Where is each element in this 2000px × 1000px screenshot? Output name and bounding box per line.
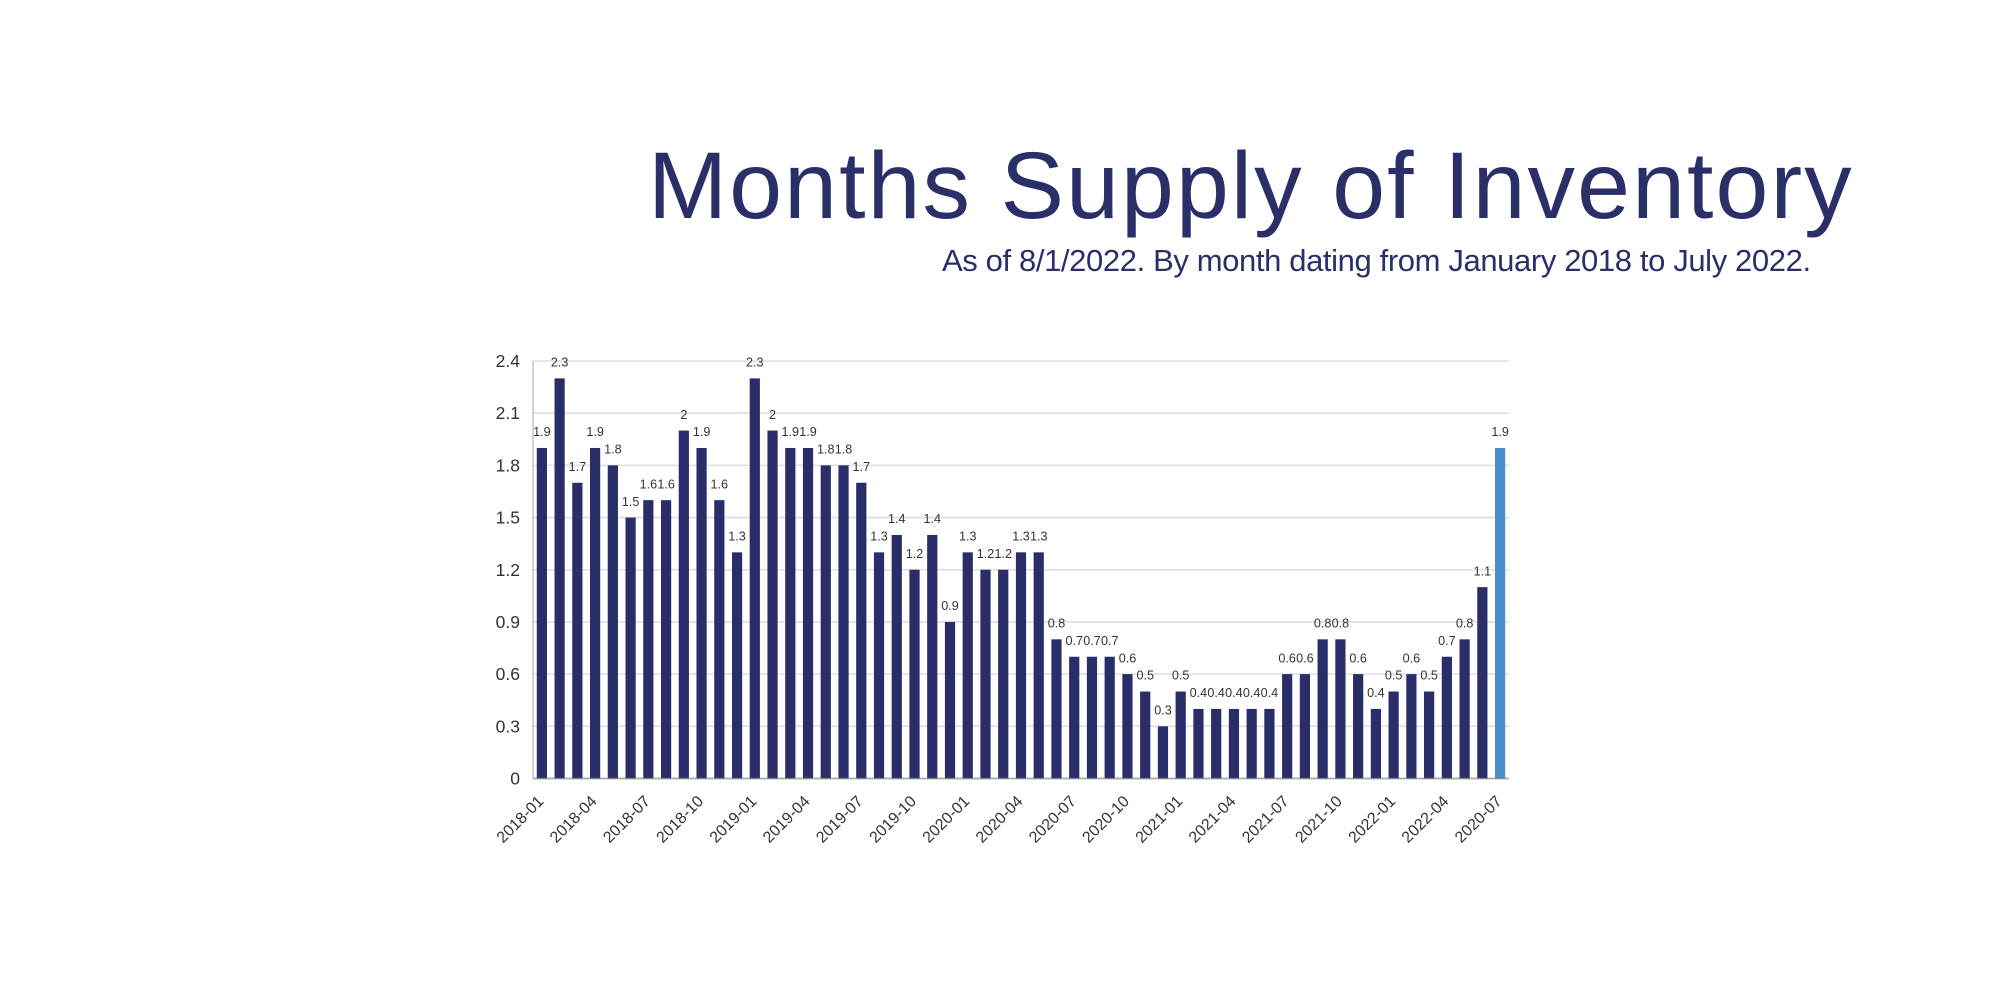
svg-text:0.8: 0.8 xyxy=(1314,617,1332,631)
svg-text:2020-07: 2020-07 xyxy=(1452,793,1506,847)
svg-text:1.3: 1.3 xyxy=(959,530,977,544)
svg-text:1.3: 1.3 xyxy=(870,530,888,544)
svg-text:2020-10: 2020-10 xyxy=(1079,793,1133,847)
svg-text:2021-10: 2021-10 xyxy=(1292,793,1346,847)
svg-text:0.4: 0.4 xyxy=(1243,686,1261,700)
svg-text:2021-01: 2021-01 xyxy=(1133,793,1187,847)
svg-text:1.4: 1.4 xyxy=(924,512,942,526)
svg-text:0.7: 0.7 xyxy=(1083,634,1101,648)
svg-text:2018-01: 2018-01 xyxy=(494,793,548,847)
svg-text:2.3: 2.3 xyxy=(551,356,569,370)
svg-text:0.8: 0.8 xyxy=(1332,617,1350,631)
svg-text:2019-10: 2019-10 xyxy=(867,793,921,847)
svg-text:0.6: 0.6 xyxy=(1296,651,1314,665)
svg-text:0.4: 0.4 xyxy=(1261,686,1279,700)
svg-text:1.3: 1.3 xyxy=(1012,530,1030,544)
svg-text:1.1: 1.1 xyxy=(1474,564,1492,578)
svg-text:2021-04: 2021-04 xyxy=(1186,793,1240,847)
svg-text:1.2: 1.2 xyxy=(906,547,924,561)
svg-text:1.2: 1.2 xyxy=(977,547,995,561)
svg-text:0.6: 0.6 xyxy=(496,664,520,684)
svg-text:1.8: 1.8 xyxy=(604,443,622,457)
svg-text:0.5: 0.5 xyxy=(1420,669,1438,683)
svg-text:2018-07: 2018-07 xyxy=(600,793,654,847)
svg-text:1.5: 1.5 xyxy=(622,495,640,509)
svg-text:0.5: 0.5 xyxy=(1385,669,1403,683)
svg-text:0.5: 0.5 xyxy=(1172,669,1190,683)
svg-text:1.9: 1.9 xyxy=(1491,425,1509,439)
svg-text:2: 2 xyxy=(680,408,687,422)
svg-text:0.4: 0.4 xyxy=(1367,686,1385,700)
svg-text:0.3: 0.3 xyxy=(1154,704,1172,718)
svg-text:2.4: 2.4 xyxy=(496,351,521,371)
svg-text:2019-07: 2019-07 xyxy=(813,793,867,847)
svg-text:1.7: 1.7 xyxy=(569,460,587,474)
svg-text:0.4: 0.4 xyxy=(1225,686,1243,700)
svg-text:2.1: 2.1 xyxy=(496,403,520,423)
svg-text:2020-04: 2020-04 xyxy=(973,793,1027,847)
svg-text:2021-07: 2021-07 xyxy=(1239,793,1293,847)
svg-text:0.7: 0.7 xyxy=(1101,634,1119,648)
svg-text:0.9: 0.9 xyxy=(496,612,520,632)
svg-text:1.8: 1.8 xyxy=(817,443,835,457)
svg-text:2019-01: 2019-01 xyxy=(707,793,761,847)
svg-text:1.8: 1.8 xyxy=(496,455,520,475)
svg-text:1.6: 1.6 xyxy=(711,477,729,491)
svg-text:0.6: 0.6 xyxy=(1278,651,1296,665)
svg-text:2019-04: 2019-04 xyxy=(760,793,814,847)
svg-text:0.4: 0.4 xyxy=(1190,686,1208,700)
svg-text:2022-01: 2022-01 xyxy=(1346,793,1400,847)
svg-text:0.8: 0.8 xyxy=(1456,617,1474,631)
svg-text:1.9: 1.9 xyxy=(586,425,604,439)
svg-text:2018-04: 2018-04 xyxy=(547,793,601,847)
svg-text:0.6: 0.6 xyxy=(1403,651,1421,665)
svg-text:2020-07: 2020-07 xyxy=(1026,793,1080,847)
svg-text:1.2: 1.2 xyxy=(496,560,520,580)
svg-text:0.9: 0.9 xyxy=(941,599,959,613)
svg-text:1.3: 1.3 xyxy=(1030,530,1048,544)
svg-text:1.9: 1.9 xyxy=(533,425,551,439)
svg-text:0.5: 0.5 xyxy=(1136,669,1154,683)
svg-text:0.7: 0.7 xyxy=(1065,634,1083,648)
svg-text:0.6: 0.6 xyxy=(1119,651,1137,665)
svg-text:1.4: 1.4 xyxy=(888,512,906,526)
svg-text:1.9: 1.9 xyxy=(693,425,711,439)
svg-text:1.6: 1.6 xyxy=(640,477,658,491)
svg-text:0.8: 0.8 xyxy=(1048,617,1066,631)
svg-text:2: 2 xyxy=(769,408,776,422)
svg-text:1.3: 1.3 xyxy=(728,530,746,544)
svg-text:0.6: 0.6 xyxy=(1349,651,1367,665)
svg-text:0: 0 xyxy=(510,769,520,789)
svg-text:2022-04: 2022-04 xyxy=(1399,793,1453,847)
svg-text:1.9: 1.9 xyxy=(782,425,800,439)
svg-text:1.9: 1.9 xyxy=(799,425,817,439)
svg-text:1.8: 1.8 xyxy=(835,443,853,457)
svg-text:1.5: 1.5 xyxy=(496,508,520,528)
svg-text:2018-10: 2018-10 xyxy=(654,793,708,847)
svg-text:1.2: 1.2 xyxy=(994,547,1012,561)
svg-text:0.3: 0.3 xyxy=(496,716,520,736)
svg-text:2.3: 2.3 xyxy=(746,356,764,370)
svg-text:0.7: 0.7 xyxy=(1438,634,1456,648)
svg-text:2020-01: 2020-01 xyxy=(920,793,974,847)
svg-text:0.4: 0.4 xyxy=(1207,686,1225,700)
svg-text:1.6: 1.6 xyxy=(657,477,675,491)
svg-text:1.7: 1.7 xyxy=(853,460,871,474)
